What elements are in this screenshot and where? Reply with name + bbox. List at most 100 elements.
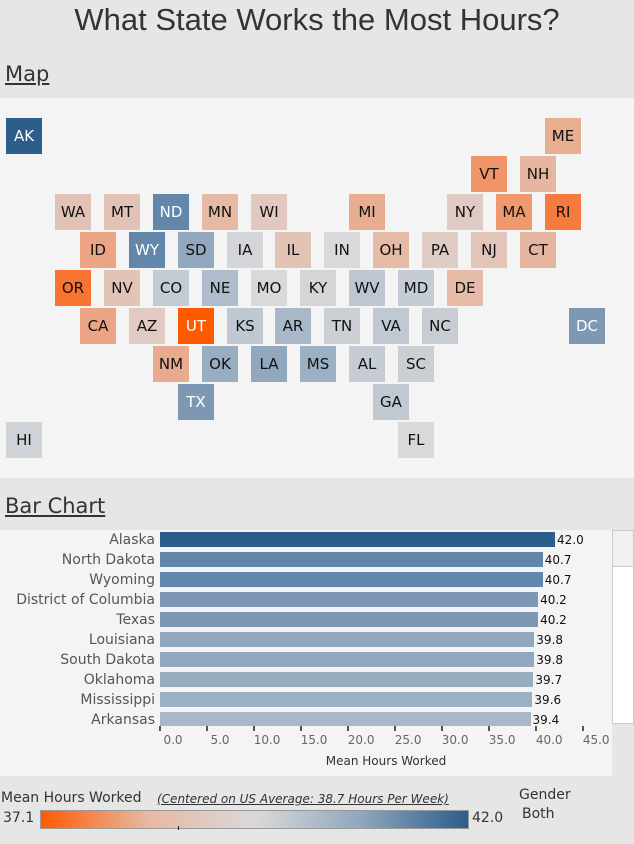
bar[interactable] [160, 552, 543, 567]
state-tile-sc[interactable]: SC [398, 346, 434, 382]
state-tile-mt[interactable]: MT [104, 194, 140, 230]
state-tile-md[interactable]: MD [398, 270, 434, 306]
state-tile-az[interactable]: AZ [129, 308, 165, 344]
bar-row[interactable]: Texas 40.2 [0, 610, 612, 630]
x-axis-tick [441, 726, 444, 731]
state-tile-nd[interactable]: ND [153, 194, 189, 230]
state-tile-il[interactable]: IL [275, 232, 311, 268]
bar-category-label: Louisiana [88, 632, 155, 648]
state-tile-va[interactable]: VA [373, 308, 409, 344]
state-tile-wi[interactable]: WI [251, 194, 287, 230]
state-tile-oh[interactable]: OH [373, 232, 409, 268]
bar-category-label: Arkansas [91, 712, 155, 726]
bar-chart-bars: Alaska 42.0 North Dakota 40.7 Wyoming 40.7 Dis… [0, 530, 612, 726]
state-tile-tn[interactable]: TN [324, 308, 360, 344]
state-tile-mn[interactable]: MN [202, 194, 238, 230]
state-tile-mi[interactable]: MI [349, 194, 385, 230]
state-tile-nv[interactable]: NV [104, 270, 140, 306]
bar-value-label: 40.7 [544, 573, 572, 587]
bar-category-label: South Dakota [60, 652, 155, 668]
state-tile-me[interactable]: ME [545, 118, 581, 154]
bar-value-label: 39.8 [536, 633, 564, 647]
bar[interactable] [160, 612, 539, 627]
bar-value-label: 39.4 [532, 713, 560, 726]
state-tile-co[interactable]: CO [153, 270, 189, 306]
state-tile-or[interactable]: OR [55, 270, 91, 306]
state-tile-in[interactable]: IN [324, 232, 360, 268]
state-tile-ri[interactable]: RI [545, 194, 581, 230]
x-axis-tick [253, 726, 256, 731]
bar-category-label: Texas [116, 612, 155, 628]
state-tile-mo[interactable]: MO [251, 270, 287, 306]
bar[interactable] [160, 532, 555, 547]
bar[interactable] [160, 632, 535, 647]
gender-filter-value[interactable]: Both [522, 806, 555, 822]
state-tile-de[interactable]: DE [447, 270, 483, 306]
x-axis-tick [300, 726, 303, 731]
x-axis-tick-label: 0.0 [163, 733, 183, 747]
x-axis-tick-label: 30.0 [441, 733, 469, 747]
bar-row[interactable]: Alaska 42.0 [0, 530, 612, 550]
bar[interactable] [160, 592, 539, 607]
state-tile-ok[interactable]: OK [202, 346, 238, 382]
state-tile-ga[interactable]: GA [373, 384, 409, 420]
state-tile-pa[interactable]: PA [422, 232, 458, 268]
state-tile-ar[interactable]: AR [275, 308, 311, 344]
bar-row[interactable]: North Dakota 40.7 [0, 550, 612, 570]
bar[interactable] [160, 652, 535, 667]
bar-row[interactable]: Louisiana 39.8 [0, 630, 612, 650]
state-tile-ut[interactable]: UT [178, 308, 214, 344]
x-axis-tick-label: 40.0 [535, 733, 563, 747]
x-axis-tick [206, 726, 209, 731]
state-tile-ky[interactable]: KY [300, 270, 336, 306]
state-tile-ms[interactable]: MS [300, 346, 336, 382]
state-tile-wa[interactable]: WA [55, 194, 91, 230]
state-tile-wv[interactable]: WV [349, 270, 385, 306]
bar-value-label: 39.7 [535, 673, 563, 687]
state-tile-dc[interactable]: DC [569, 308, 605, 344]
state-tile-fl[interactable]: FL [398, 422, 434, 458]
color-legend-ramp [40, 810, 469, 829]
bar-row[interactable]: District of Columbia 40.2 [0, 590, 612, 610]
bar-value-label: 40.2 [540, 593, 567, 607]
bar-row[interactable]: Wyoming 40.7 [0, 570, 612, 590]
state-tile-wy[interactable]: WY [129, 232, 165, 268]
bar[interactable] [160, 712, 531, 726]
state-tile-nh[interactable]: NH [520, 156, 556, 192]
state-tile-nc[interactable]: NC [422, 308, 458, 344]
state-tile-nj[interactable]: NJ [471, 232, 507, 268]
state-tile-la[interactable]: LA [251, 346, 287, 382]
x-axis-title: Mean Hours Worked [325, 754, 447, 768]
state-tile-ak[interactable]: AK [6, 118, 42, 154]
scrollbar-thumb[interactable] [613, 531, 633, 567]
bar-row[interactable]: South Dakota 39.8 [0, 650, 612, 670]
bar-row[interactable]: Arkansas 39.4 [0, 710, 612, 726]
bar-row[interactable]: Oklahoma 39.7 [0, 670, 612, 690]
bar-chart-scrollbar[interactable] [612, 530, 634, 724]
bar-value-label: 39.6 [534, 693, 562, 707]
state-tile-ny[interactable]: NY [447, 194, 483, 230]
x-axis-tick-label: 25.0 [394, 733, 422, 747]
state-tile-ne[interactable]: NE [202, 270, 238, 306]
bar[interactable] [160, 572, 543, 587]
state-tile-ca[interactable]: CA [80, 308, 116, 344]
bar-row[interactable]: Mississippi 39.6 [0, 690, 612, 710]
x-axis-tick [347, 726, 350, 731]
state-tile-nm[interactable]: NM [153, 346, 189, 382]
bar[interactable] [160, 672, 534, 687]
state-tile-hi[interactable]: HI [6, 422, 42, 458]
state-tile-ma[interactable]: MA [496, 194, 532, 230]
bar[interactable] [160, 692, 533, 707]
state-tile-ia[interactable]: IA [227, 232, 263, 268]
bar-chart-section-title[interactable]: Bar Chart [5, 494, 106, 518]
x-axis-tick-label: 35.0 [488, 733, 516, 747]
state-tile-id[interactable]: ID [80, 232, 116, 268]
state-tile-ks[interactable]: KS [227, 308, 263, 344]
state-tile-vt[interactable]: VT [471, 156, 507, 192]
map-section-title[interactable]: Map [5, 62, 50, 86]
state-tile-tx[interactable]: TX [178, 384, 214, 420]
x-axis-tick [394, 726, 397, 731]
state-tile-ct[interactable]: CT [520, 232, 556, 268]
state-tile-sd[interactable]: SD [178, 232, 214, 268]
state-tile-al[interactable]: AL [349, 346, 385, 382]
